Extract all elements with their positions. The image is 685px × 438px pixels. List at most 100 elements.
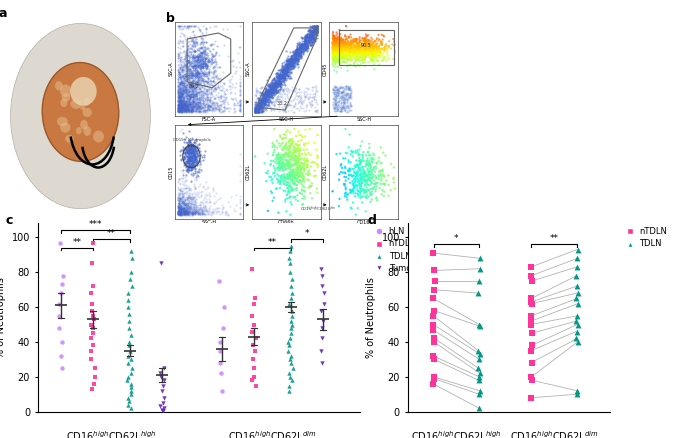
Point xyxy=(179,74,190,81)
Point xyxy=(195,73,206,80)
Point xyxy=(181,172,192,179)
Point xyxy=(382,51,393,58)
Point xyxy=(360,208,371,215)
Point xyxy=(179,74,190,81)
Point xyxy=(210,210,221,217)
Point xyxy=(195,210,206,217)
Point xyxy=(180,89,191,96)
Point xyxy=(332,44,343,51)
Point xyxy=(230,107,241,114)
Point xyxy=(346,46,357,53)
Point xyxy=(192,204,203,211)
Point xyxy=(334,45,345,52)
Point xyxy=(293,155,304,162)
Point xyxy=(339,36,350,43)
Point xyxy=(175,189,186,196)
Point xyxy=(362,50,373,57)
Point xyxy=(184,143,195,150)
Point xyxy=(256,97,267,104)
Point xyxy=(287,179,298,186)
Point xyxy=(333,41,344,48)
Point xyxy=(364,162,375,169)
Point xyxy=(340,126,351,133)
Point xyxy=(250,335,261,342)
Point xyxy=(299,32,310,39)
Point xyxy=(316,265,327,272)
Point xyxy=(342,55,353,62)
Point xyxy=(347,51,358,58)
Point xyxy=(338,99,349,106)
Point xyxy=(177,198,188,205)
Point xyxy=(184,138,195,145)
Point xyxy=(260,89,271,96)
Point xyxy=(292,153,303,160)
Point xyxy=(199,70,210,77)
Point xyxy=(173,50,184,57)
Point xyxy=(331,47,342,54)
Point xyxy=(195,57,206,64)
Point xyxy=(180,84,191,91)
Point xyxy=(208,46,219,53)
Point xyxy=(207,91,218,98)
Point xyxy=(308,158,319,165)
Point xyxy=(234,102,245,110)
Point xyxy=(184,94,195,101)
Point xyxy=(182,153,192,160)
Point xyxy=(188,85,199,92)
Point xyxy=(197,99,208,106)
Point xyxy=(333,97,344,104)
Point xyxy=(328,49,339,57)
Point xyxy=(178,93,189,100)
Point xyxy=(299,46,310,53)
Point xyxy=(270,83,281,90)
Point xyxy=(290,50,301,57)
Point xyxy=(299,47,310,54)
Point xyxy=(329,37,340,44)
Point xyxy=(377,172,388,179)
Point xyxy=(358,53,369,60)
Point xyxy=(253,108,264,115)
Point xyxy=(203,208,214,215)
Point xyxy=(303,99,314,106)
Point xyxy=(379,47,390,54)
Point xyxy=(186,99,197,106)
Point xyxy=(271,82,282,89)
Point xyxy=(338,97,349,104)
Point xyxy=(88,342,99,349)
Point xyxy=(186,191,197,198)
Point xyxy=(381,49,392,56)
Point xyxy=(190,82,201,89)
Point xyxy=(345,61,356,68)
Point xyxy=(182,76,192,83)
Text: 90.5: 90.5 xyxy=(360,43,371,48)
Point xyxy=(173,38,184,45)
Point xyxy=(173,209,184,216)
Point xyxy=(287,56,298,63)
Point xyxy=(204,47,215,54)
Point xyxy=(191,148,202,155)
Point xyxy=(178,198,189,205)
Point xyxy=(208,58,219,65)
Point xyxy=(248,300,259,307)
Point xyxy=(360,49,371,56)
Point xyxy=(329,56,340,63)
Point xyxy=(201,25,212,32)
Point xyxy=(272,70,283,77)
Point xyxy=(173,83,184,90)
Point xyxy=(271,80,282,87)
Point xyxy=(184,204,195,211)
Point xyxy=(234,199,245,206)
Point xyxy=(184,191,195,198)
Point xyxy=(186,68,197,75)
Point xyxy=(283,60,294,67)
Point xyxy=(292,52,303,59)
Point xyxy=(191,208,202,215)
Point xyxy=(182,196,193,203)
Point xyxy=(208,73,219,80)
Point xyxy=(329,49,340,56)
Point xyxy=(306,23,317,30)
Point xyxy=(184,103,195,110)
Point xyxy=(299,37,310,44)
Point xyxy=(174,85,185,92)
Point xyxy=(174,84,185,91)
